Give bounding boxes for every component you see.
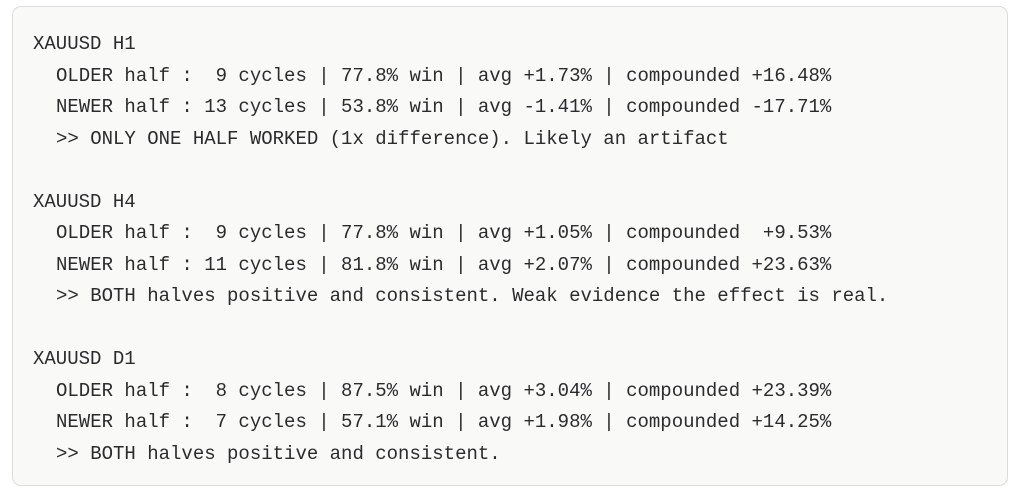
result-line: NEWER half : 7 cycles | 57.1% win | avg … (56, 411, 832, 433)
block-title: XAUUSD H1 (33, 33, 136, 55)
result-line: OLDER half : 9 cycles | 77.8% win | avg … (56, 222, 832, 244)
verdict-line: >> BOTH halves positive and consistent. … (56, 285, 889, 307)
verdict-line: >> ONLY ONE HALF WORKED (1x difference).… (56, 127, 729, 150)
code-block: XAUUSD H1 OLDER half : 9 cycles | 77.8% w… (12, 6, 1008, 486)
verdict-line: >> BOTH halves positive and consistent. (56, 442, 501, 465)
result-line: OLDER half : 9 cycles | 77.8% win | avg … (56, 64, 832, 87)
result-line: NEWER half : 11 cycles | 81.8% win | avg… (56, 253, 832, 276)
block-title: XAUUSD D1 (33, 348, 136, 370)
result-line: OLDER half : 8 cycles | 87.5% win | avg … (56, 379, 832, 402)
block-title: XAUUSD H4 (33, 190, 136, 213)
result-line: NEWER half : 13 cycles | 53.8% win | avg… (56, 96, 832, 118)
